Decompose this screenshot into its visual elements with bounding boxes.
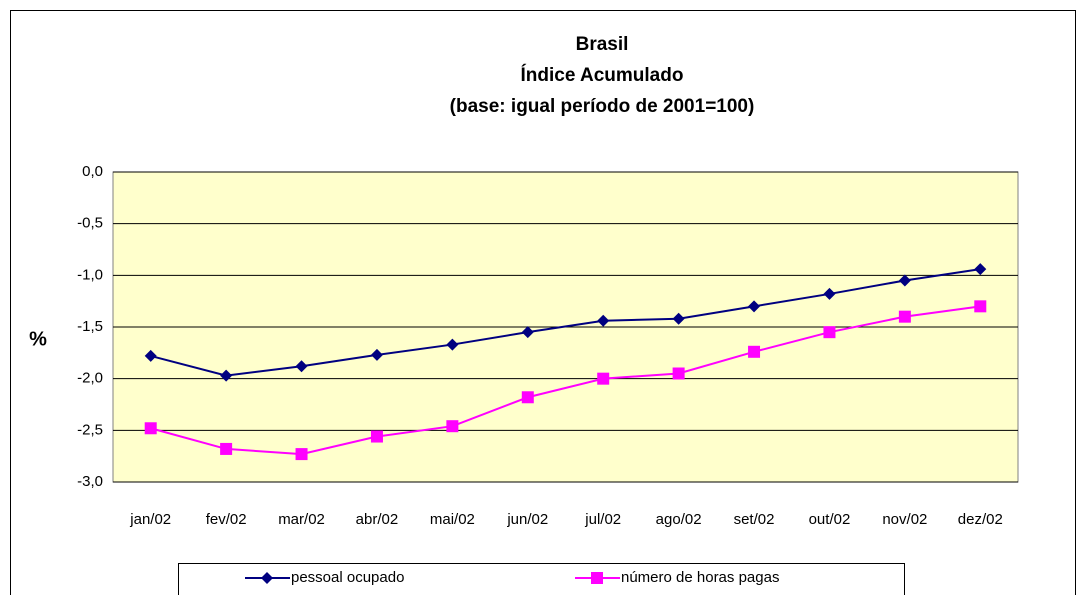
x-tick-label: mai/02 [430, 511, 475, 528]
marker [521, 391, 534, 404]
marker [748, 300, 761, 313]
y-tick-label: -2,5 [77, 421, 103, 438]
marker [898, 310, 911, 323]
legend-marker [261, 572, 273, 584]
x-tick-label: out/02 [809, 511, 851, 528]
marker [521, 326, 534, 339]
marker [672, 312, 685, 325]
marker [597, 314, 610, 327]
y-tick-label: 0,0 [82, 163, 103, 180]
marker [446, 420, 459, 433]
marker [597, 372, 610, 385]
y-tick-label: -1,5 [77, 318, 103, 335]
chart-border [10, 10, 1076, 595]
legend-box [178, 563, 905, 595]
y-tick-label: -3,0 [77, 473, 103, 490]
marker [220, 442, 233, 455]
x-tick-label: ago/02 [656, 511, 702, 528]
series-line [150, 305, 981, 456]
marker [748, 345, 761, 358]
chart-title: Brasil [576, 34, 629, 55]
series-line [150, 268, 981, 377]
x-tick-label: jun/02 [506, 511, 548, 528]
marker [446, 338, 459, 351]
legend-marker [591, 572, 603, 584]
chart-title: (base: igual período de 2001=100) [450, 96, 755, 117]
marker [295, 360, 308, 373]
marker [823, 287, 836, 300]
x-tick-label: mar/02 [278, 511, 325, 528]
x-tick-label: abr/02 [356, 511, 399, 528]
y-axis-label: % [29, 328, 47, 350]
y-tick-label: -1,0 [77, 266, 103, 283]
marker [295, 448, 308, 461]
x-tick-label: nov/02 [882, 511, 927, 528]
chart-title: Índice Acumulado [521, 64, 684, 86]
x-tick-label: dez/02 [958, 511, 1003, 528]
legend-label: pessoal ocupado [291, 569, 404, 586]
x-tick-label: jan/02 [129, 511, 171, 528]
marker [144, 349, 157, 362]
y-tick-label: -0,5 [77, 215, 103, 232]
legend-label: número de horas pagas [621, 569, 779, 586]
x-tick-label: set/02 [734, 511, 775, 528]
marker [898, 274, 911, 287]
marker [144, 422, 157, 435]
y-tick-label: -2,0 [77, 370, 103, 387]
marker [220, 369, 233, 382]
marker [370, 348, 383, 361]
marker [823, 326, 836, 339]
marker [974, 263, 987, 276]
marker [370, 430, 383, 443]
marker [672, 367, 685, 380]
marker [974, 300, 987, 313]
x-tick-label: jul/02 [584, 511, 621, 528]
x-tick-label: fev/02 [206, 511, 247, 528]
